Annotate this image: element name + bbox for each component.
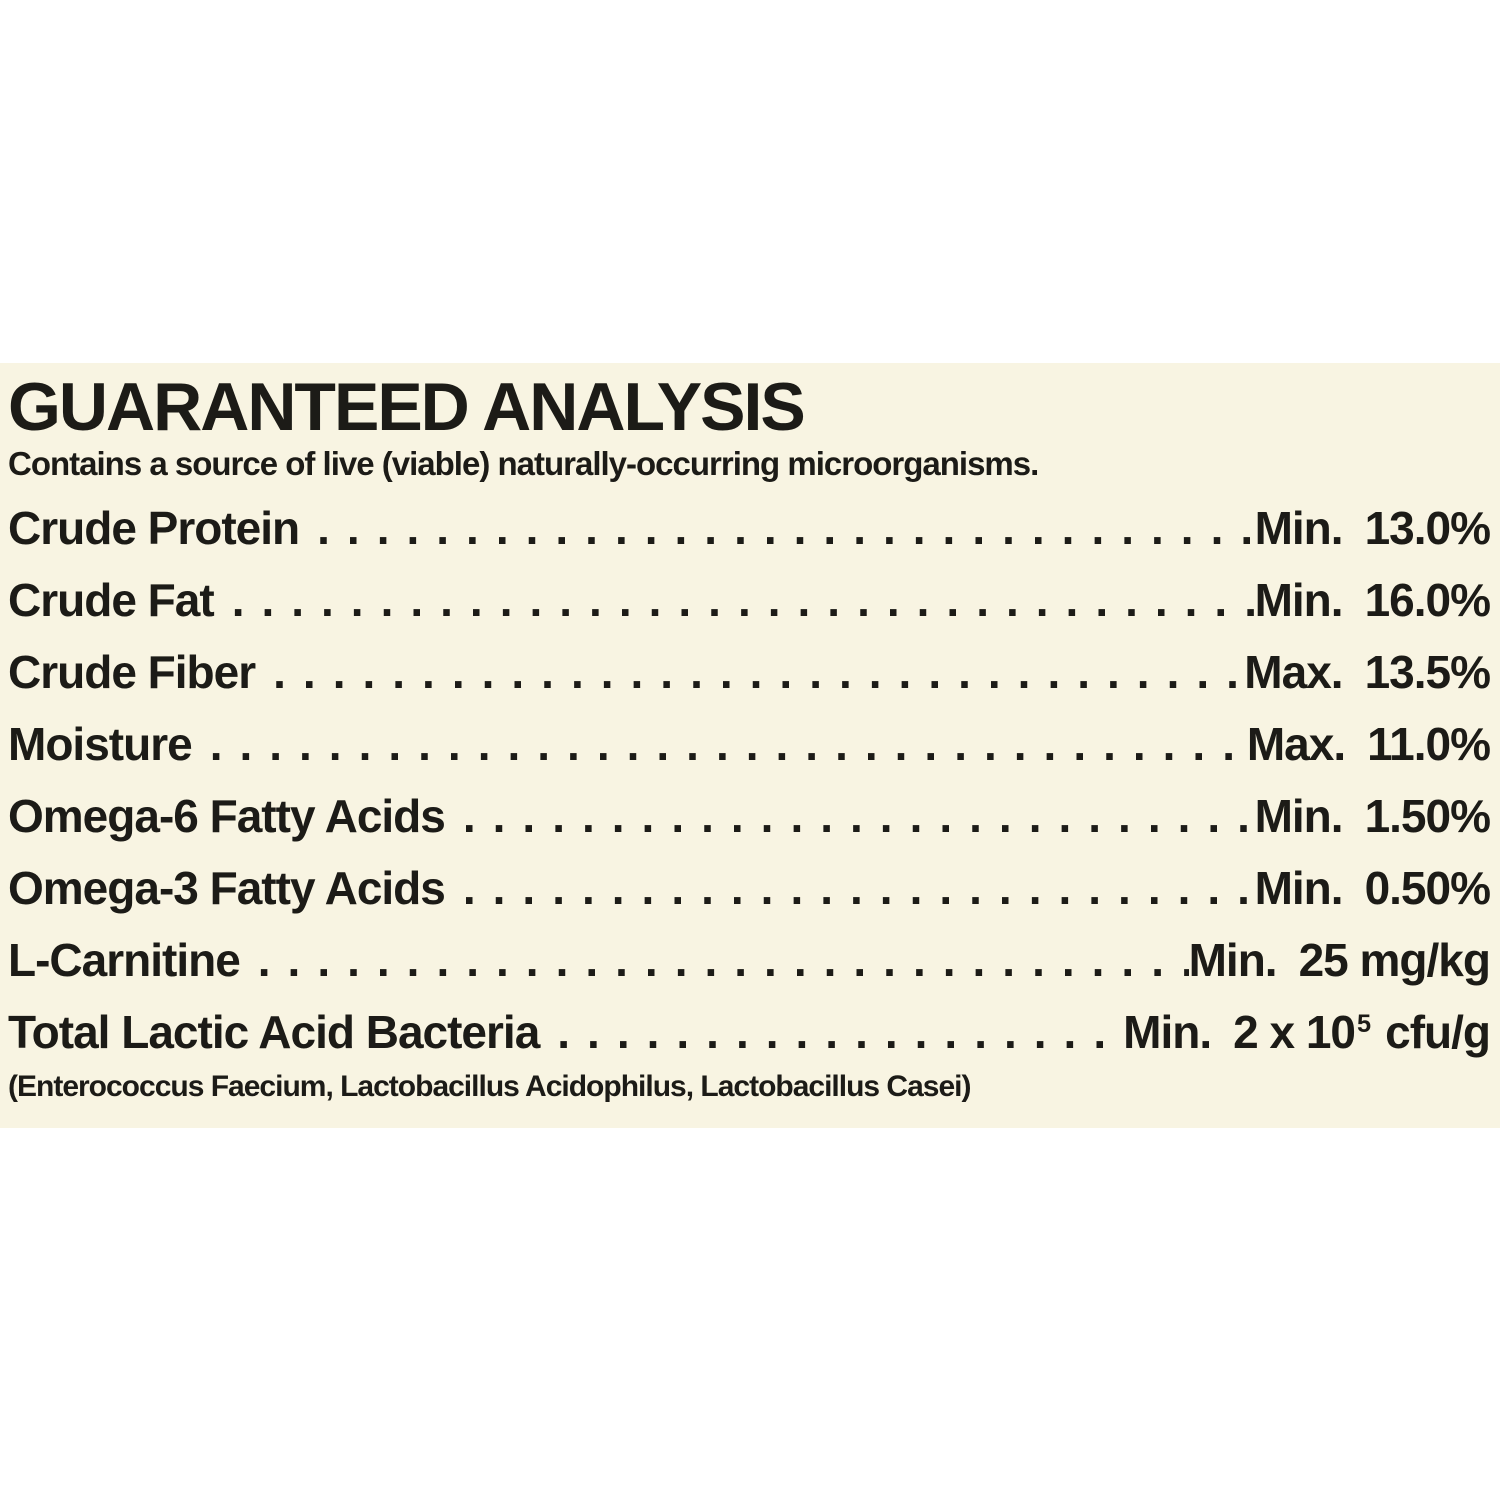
value-qualifier: Min. [1254,789,1344,842]
dot-leader [192,708,1247,780]
analysis-rows: Crude Protein Min. 13.0% Crude Fat Min. 16… [8,492,1491,1068]
nutrient-value: Min. 2 x 105 cfu/g [1123,996,1491,1076]
value-amount: 2 x 10 [1233,1005,1356,1058]
value-superscript: 5 [1357,1009,1372,1038]
nutrient-value: Min. 1.50% [1254,780,1491,852]
nutrient-value: Min. 0.50% [1254,852,1491,924]
nutrient-value: Min. 16.0% [1254,564,1491,636]
nutrient-value: Min. 13.0% [1254,492,1491,564]
dot-leader [539,996,1123,1068]
nutrient-name: Omega-6 Fatty Acids [8,789,446,842]
nutrient-value: Max. 13.5% [1244,636,1491,708]
bacteria-species-footnote: (Enterococcus Faecium, Lactobacillus Aci… [8,1069,971,1103]
nutrient-name: L-Carnitine [8,933,241,986]
value-amount: 1.50% [1364,789,1491,842]
nutrient-name: Crude Fiber [8,645,256,698]
analysis-row: Total Lactic Acid Bacteria Min. 2 x 105 cf… [8,996,1491,1068]
dot-leader [445,780,1255,852]
dot-leader [445,852,1255,924]
value-qualifier: Min. [1188,933,1278,986]
analysis-row: Crude Protein Min. 13.0% [8,492,1491,564]
value-amount: 0.50% [1364,861,1491,914]
analysis-row: Omega-6 Fatty Acids Min. 1.50% [8,780,1491,852]
value-amount: 11.0% [1367,717,1491,770]
value-amount: 13.5% [1364,645,1491,698]
dot-leader [255,636,1244,708]
nutrient-value: Min. 25 mg/kg [1188,924,1491,996]
value-qualifier: Max. [1246,717,1346,770]
analysis-row: L-Carnitine Min. 25 mg/kg [8,924,1491,996]
nutrient-name: Total Lactic Acid Bacteria [8,1005,540,1058]
value-qualifier: Min. [1123,1005,1212,1058]
nutrient-value: Max. 11.0% [1246,708,1491,780]
panel-subtitle: Contains a source of live (viable) natur… [8,445,1039,482]
nutrient-name: Crude Fat [8,573,215,626]
dot-leader [214,564,1255,636]
nutrient-name: Crude Protein [8,501,300,554]
value-qualifier: Min. [1254,861,1344,914]
value-qualifier: Min. [1254,573,1344,626]
value-qualifier: Min. [1254,501,1344,554]
value-amount: 16.0% [1364,573,1491,626]
nutrient-name: Moisture [8,717,193,770]
value-unit-suffix: cfu/g [1385,1005,1491,1058]
nutrient-name: Omega-3 Fatty Acids [8,861,446,914]
value-amount: 25 mg/kg [1298,933,1491,986]
analysis-row: Moisture Max. 11.0% [8,708,1491,780]
dot-leader [299,492,1254,564]
guaranteed-analysis-panel: GUARANTEED ANALYSIS Contains a source of… [0,363,1500,1128]
analysis-row: Crude Fat Min. 16.0% [8,564,1491,636]
value-qualifier: Max. [1244,645,1343,698]
value-amount: 13.0% [1364,501,1491,554]
analysis-row: Crude Fiber Max. 13.5% [8,636,1491,708]
analysis-row: Omega-3 Fatty Acids Min. 0.50% [8,852,1491,924]
dot-leader [240,924,1189,996]
panel-title: GUARANTEED ANALYSIS [8,369,806,445]
